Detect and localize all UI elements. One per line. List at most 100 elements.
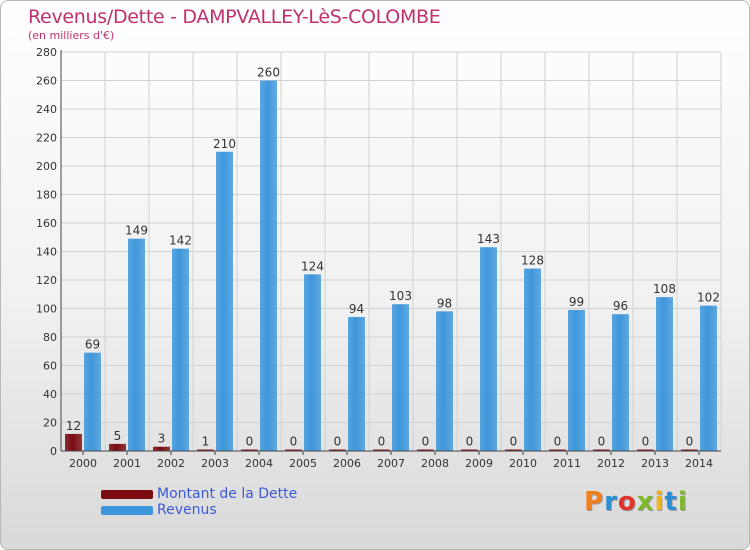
x-tick-label: 2005 [289, 457, 317, 470]
data-label-revenus: 102 [697, 291, 720, 305]
y-tick-label: 80 [43, 331, 57, 344]
bar-dette [549, 449, 566, 451]
bar-dette [241, 449, 258, 451]
bar-revenus [260, 80, 277, 451]
chart-title: Revenus/Dette - DAMPVALLEY-LèS-COLOMBE [28, 6, 441, 28]
data-label-dette: 0 [510, 435, 518, 449]
data-label-dette: 0 [686, 435, 694, 449]
x-tick-label: 2008 [421, 457, 449, 470]
data-label-dette: 0 [378, 435, 386, 449]
bar-revenus [304, 274, 321, 451]
x-tick-label: 2009 [465, 457, 493, 470]
x-tick-label: 2002 [157, 457, 185, 470]
y-tick-label: 0 [50, 445, 57, 458]
x-tick-label: 2006 [333, 457, 361, 470]
bar-dette [329, 449, 346, 451]
data-label-revenus: 94 [349, 302, 364, 316]
data-label-revenus: 149 [125, 224, 148, 238]
bar-revenus [568, 309, 585, 451]
y-tick-label: 160 [36, 217, 57, 230]
x-tick-label: 2010 [509, 457, 537, 470]
legend-swatch-revenus [101, 506, 153, 515]
data-label-dette: 0 [642, 435, 650, 449]
y-tick-label: 220 [36, 132, 57, 145]
data-label-revenus: 210 [213, 137, 236, 151]
data-label-revenus: 103 [389, 289, 412, 303]
data-label-dette: 0 [422, 435, 430, 449]
logo-letter: i [677, 487, 688, 517]
y-tick-label: 280 [36, 46, 57, 59]
x-tick-label: 2000 [69, 457, 97, 470]
bar-revenus [128, 238, 145, 451]
data-label-revenus: 98 [437, 296, 452, 310]
y-tick-label: 60 [43, 360, 57, 373]
grid-layer [60, 51, 722, 452]
x-tick-label: 2011 [553, 457, 581, 470]
legend-label-revenus: Revenus [157, 502, 217, 518]
y-tick-label: 240 [36, 103, 57, 116]
bar-dette [65, 433, 82, 451]
bar-revenus [524, 268, 541, 451]
data-label-revenus: 260 [257, 66, 280, 80]
data-label-dette: 1 [202, 435, 210, 449]
data-label-revenus: 128 [521, 254, 544, 268]
x-tick-label: 2003 [201, 457, 229, 470]
y-tick-label: 40 [43, 388, 57, 401]
bar-revenus [656, 297, 673, 451]
y-tick-label: 120 [36, 274, 57, 287]
y-tick-label: 200 [36, 160, 57, 173]
data-label-dette: 0 [554, 435, 562, 449]
y-tick-label: 140 [36, 246, 57, 259]
bar-dette [153, 446, 170, 451]
legend-swatch-dette [101, 490, 153, 499]
logo-letter: x [636, 487, 655, 517]
data-label-dette: 0 [598, 435, 606, 449]
logo-letter: i [654, 487, 665, 517]
data-label-revenus: 124 [301, 259, 324, 273]
logo-letter: r [604, 487, 618, 517]
bar-dette [461, 449, 478, 451]
y-tick-label: 260 [36, 75, 57, 88]
x-tick-label: 2014 [685, 457, 713, 470]
logo-letter: P [584, 487, 605, 517]
data-label-dette: 0 [246, 435, 254, 449]
bar-dette [637, 449, 654, 451]
legend-label-dette: Montant de la Dette [157, 486, 298, 502]
bar-dette [285, 449, 302, 451]
bar-dette [109, 443, 126, 451]
y-tick-label: 100 [36, 303, 57, 316]
bar-dette [417, 449, 434, 451]
y-tick-label: 20 [43, 417, 57, 430]
data-label-revenus: 108 [653, 282, 676, 296]
data-label-revenus: 69 [85, 338, 100, 352]
data-label-revenus: 143 [477, 232, 500, 246]
bar-dette [505, 449, 522, 451]
data-label-dette: 0 [290, 435, 298, 449]
bar-revenus [436, 311, 453, 451]
x-tick-label: 2004 [245, 457, 273, 470]
axis-layer: 0204060801001201401601802002202402602802… [36, 46, 721, 470]
logo-letter: t [664, 487, 678, 517]
data-label-dette: 0 [334, 435, 342, 449]
bar-dette [593, 449, 610, 451]
bar-dette [197, 449, 214, 451]
bar-dette [681, 449, 698, 451]
data-label-revenus: 142 [169, 234, 192, 248]
x-tick-label: 2001 [113, 457, 141, 470]
data-label-revenus: 96 [613, 299, 628, 313]
data-label-dette: 3 [158, 432, 166, 446]
bar-revenus [216, 151, 233, 451]
data-label-dette: 0 [466, 435, 474, 449]
bar-revenus [480, 247, 497, 451]
bar-revenus [392, 304, 409, 451]
chart-subtitle: (en milliers d'€) [28, 29, 115, 42]
x-tick-label: 2013 [641, 457, 669, 470]
bar-revenus [700, 305, 717, 451]
bar-revenus [348, 317, 365, 451]
bar-revenus [172, 248, 189, 451]
proxiti-logo: Proxiti [584, 487, 688, 517]
bar-dette [373, 449, 390, 451]
logo-letter: o [617, 487, 637, 517]
